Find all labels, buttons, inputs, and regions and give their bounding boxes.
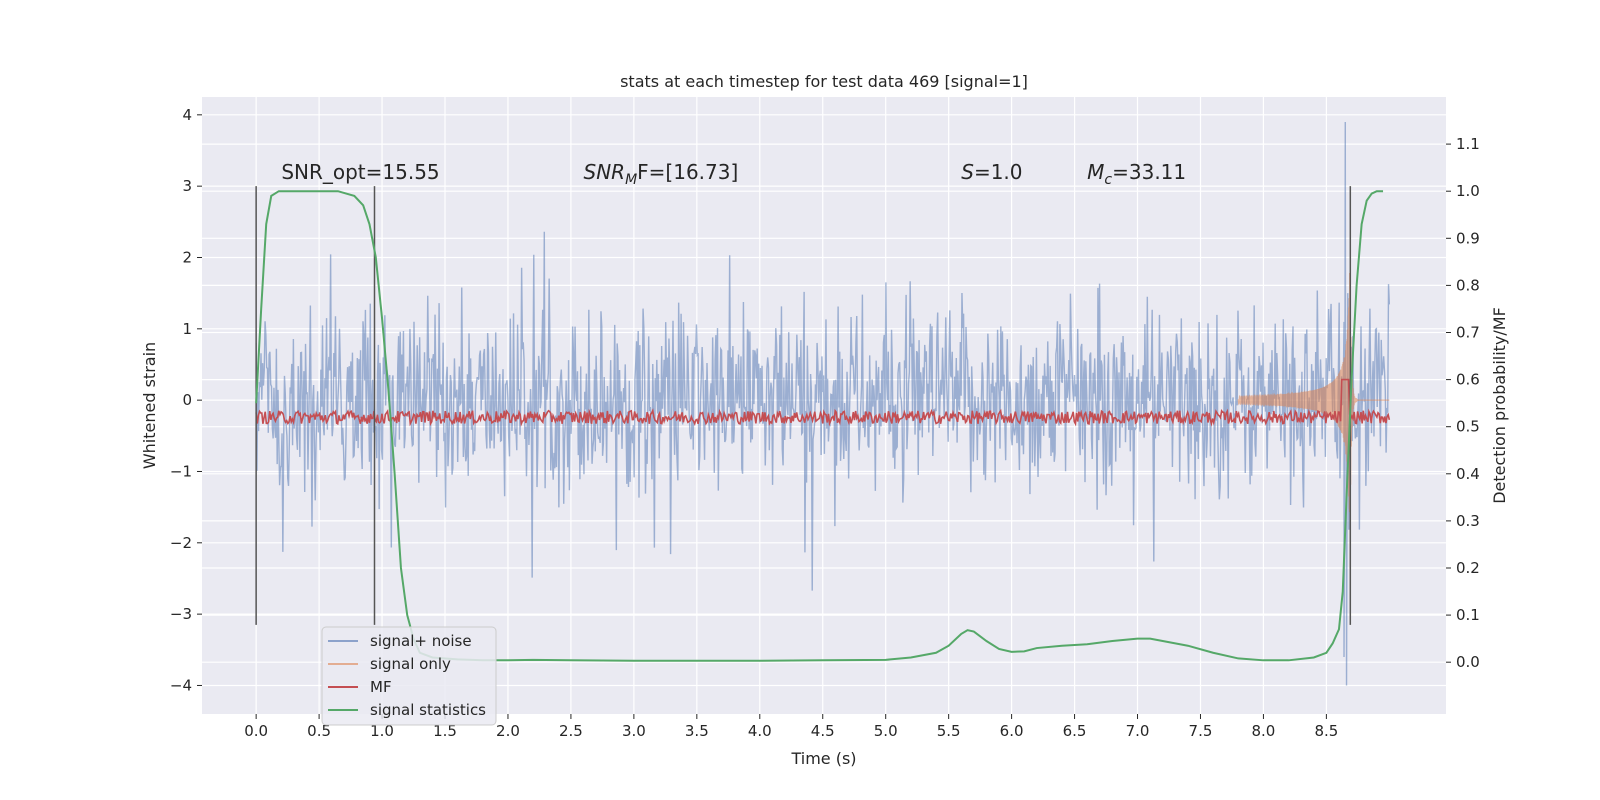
- legend-label: signal only: [370, 655, 451, 673]
- x-tick-label: 7.0: [1126, 722, 1150, 740]
- series-line-signal-noise: [255, 121, 1391, 686]
- x-tick-label: 0.5: [307, 722, 331, 740]
- y-tick-label: 2: [182, 248, 192, 266]
- y-axis-label: Whitened strain: [140, 342, 159, 469]
- x-tick-label: 8.5: [1314, 722, 1338, 740]
- x-tick-label: 5.5: [937, 722, 961, 740]
- series-signal-noise: [255, 121, 1391, 686]
- y-right-tick-label: 0.8: [1456, 276, 1480, 294]
- annotation: S=1.0: [961, 160, 1022, 184]
- x-tick-label: 4.5: [811, 722, 835, 740]
- x-tick-label: 3.5: [685, 722, 709, 740]
- y-tick-label: 3: [182, 177, 192, 195]
- y-right-tick-label: 0.5: [1456, 418, 1480, 436]
- x-tick-label: 4.0: [748, 722, 772, 740]
- series-mf: [255, 378, 1391, 427]
- y-tick-label: −3: [170, 605, 192, 623]
- legend-label: signal statistics: [370, 701, 486, 719]
- y-tick-label: −1: [170, 462, 192, 480]
- axis-ticks: 0.0 0.5 1.0 1.5 2.0 2.5 3.0 3.5 4.0 4.5 5.0 5.5 6.0 6…: [170, 106, 1480, 740]
- x-tick-label: 7.5: [1189, 722, 1213, 740]
- x-tick-label: 2.5: [559, 722, 583, 740]
- x-tick-label: 6.5: [1063, 722, 1087, 740]
- legend-label: signal+ noise: [370, 632, 472, 650]
- series-line-signal-only: [1237, 273, 1390, 569]
- legend-box: [321, 626, 497, 726]
- chart-title: stats at each timestep for test data 469…: [620, 72, 1028, 91]
- y-right-tick-label: 0.2: [1456, 559, 1480, 577]
- annotation: SNRMF=[16.73]: [584, 160, 739, 188]
- series-line-signal-statistics: [255, 190, 1384, 662]
- y-tick-label: 0: [182, 391, 192, 409]
- y-axis-right-label: Detection probability/MF: [1490, 307, 1509, 504]
- legend-label: MF: [370, 678, 392, 696]
- legend: signal+ noise signal only MF signal statist…: [321, 626, 497, 726]
- y-right-tick-label: 0.6: [1456, 371, 1480, 389]
- y-right-tick-label: 0.3: [1456, 512, 1480, 530]
- y-tick-label: −4: [170, 676, 192, 694]
- y-right-tick-label: 0.0: [1456, 653, 1480, 671]
- x-tick-label: 3.0: [622, 722, 646, 740]
- y-right-tick-label: 0.1: [1456, 606, 1480, 624]
- x-axis-label: Time (s): [790, 749, 856, 768]
- y-right-tick-label: 1.0: [1456, 182, 1480, 200]
- annotations: SNR_opt=15.55 SNRMF=[16.73] S=1.0 Mc=33.11: [281, 160, 1186, 188]
- series-line-mf: [255, 378, 1391, 427]
- series-signal-only: [1237, 273, 1390, 569]
- x-tick-label: 6.0: [1000, 722, 1024, 740]
- y-tick-label: 4: [182, 106, 192, 124]
- series-signal-statistics: [255, 190, 1384, 662]
- x-tick-label: 0.0: [244, 722, 268, 740]
- y-right-tick-label: 0.4: [1456, 465, 1480, 483]
- annotation: SNR_opt=15.55: [281, 160, 439, 184]
- grid: [202, 97, 1446, 714]
- y-tick-label: −2: [170, 534, 192, 552]
- x-tick-label: 2.0: [496, 722, 520, 740]
- y-tick-label: 1: [182, 320, 192, 338]
- x-tick-label: 5.0: [874, 722, 898, 740]
- annotation: Mc=33.11: [1087, 160, 1186, 188]
- y-right-tick-label: 0.7: [1456, 323, 1480, 341]
- x-tick-label: 1.5: [433, 722, 457, 740]
- x-tick-label: 1.0: [370, 722, 394, 740]
- y-right-tick-label: 1.1: [1456, 135, 1480, 153]
- y-right-tick-label: 0.9: [1456, 229, 1480, 247]
- x-tick-label: 8.0: [1251, 722, 1275, 740]
